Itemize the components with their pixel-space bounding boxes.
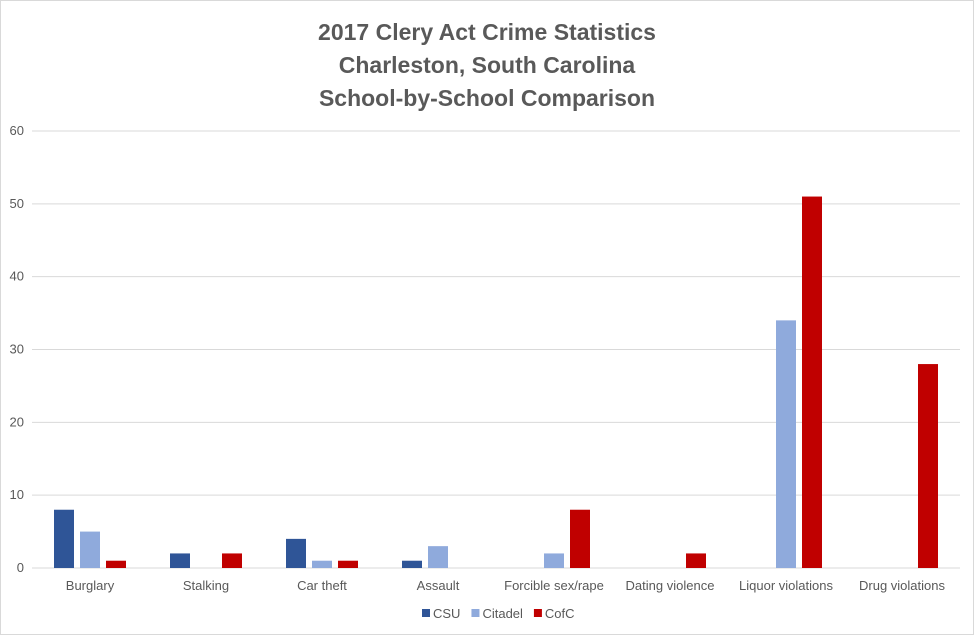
legend-swatch-cofc — [533, 609, 542, 617]
chart-title-line-1: 2017 Clery Act Crime Statistics — [318, 19, 656, 45]
bar-cofc-4 — [570, 509, 590, 568]
bar-citadel-3 — [428, 546, 448, 568]
legend-swatch-csu — [422, 609, 430, 617]
bar-cofc-1 — [222, 553, 242, 568]
bar-csu-0 — [54, 509, 74, 568]
y-tick-label: 10 — [10, 487, 24, 502]
legend-label-cofc: CofC — [545, 606, 575, 621]
bar-cofc-0 — [106, 560, 126, 568]
chart-title-line-2: Charleston, South Carolina — [339, 52, 636, 78]
bar-citadel-2 — [312, 560, 332, 568]
bar-citadel-4 — [544, 553, 564, 568]
bar-citadel-0 — [80, 531, 100, 568]
bar-citadel-6 — [776, 320, 796, 568]
bar-csu-3 — [402, 560, 422, 568]
bar-cofc-6 — [802, 196, 822, 569]
x-category-label: Car theft — [297, 578, 347, 593]
legend-swatch-citadel — [471, 609, 480, 617]
bar-cofc-5 — [686, 553, 706, 568]
y-tick-label: 20 — [10, 414, 24, 429]
x-category-label: Dating violence — [626, 578, 715, 593]
x-category-label: Liquor violations — [739, 578, 833, 593]
legend-label-citadel: Citadel — [482, 606, 523, 621]
y-tick-label: 40 — [10, 269, 24, 284]
chart-title-line-3: School-by-School Comparison — [319, 85, 655, 111]
x-category-label: Assault — [417, 578, 460, 593]
y-tick-label: 0 — [17, 560, 24, 575]
x-category-label: Drug violations — [859, 578, 945, 593]
x-category-label: Burglary — [66, 578, 115, 593]
bar-csu-2 — [286, 538, 306, 568]
y-tick-label: 30 — [10, 342, 24, 357]
bar-csu-1 — [170, 553, 190, 568]
legend-label-csu: CSU — [433, 606, 460, 621]
x-category-label: Stalking — [183, 578, 229, 593]
bar-cofc-2 — [338, 560, 358, 568]
y-tick-label: 60 — [10, 123, 24, 138]
bar-cofc-7 — [918, 364, 938, 568]
x-category-label: Forcible sex/rape — [504, 578, 604, 593]
y-tick-label: 50 — [10, 196, 24, 211]
